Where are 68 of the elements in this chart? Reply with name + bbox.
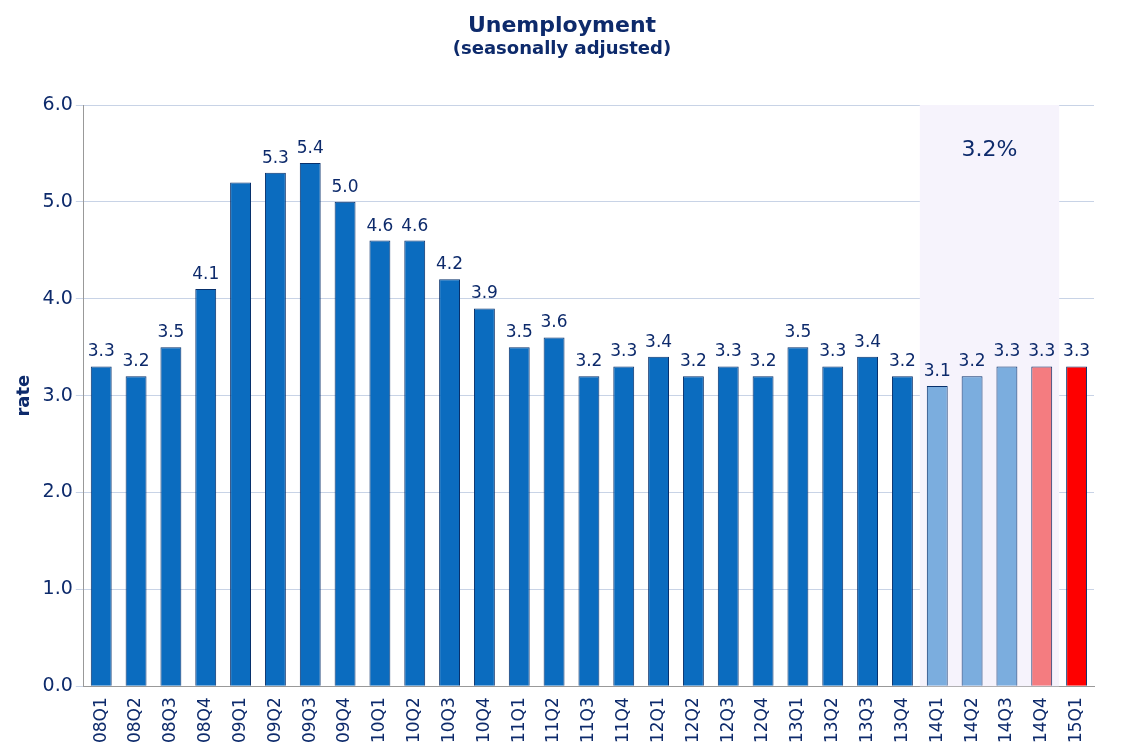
y-tick-label: 6.0 — [42, 91, 73, 114]
x-tick-label: 10Q3 — [437, 697, 458, 744]
x-tick-label: 12Q3 — [716, 697, 737, 744]
x-tick-label: 12Q2 — [681, 697, 702, 744]
data-label: 3.5 — [784, 321, 812, 342]
x-tick-label: 12Q1 — [647, 697, 667, 744]
data-label: 3.4 — [854, 330, 882, 351]
data-label: 4.1 — [192, 262, 220, 283]
y-axis-title: rate — [12, 374, 34, 417]
data-label: 3.2 — [679, 350, 707, 371]
data-label: 3.3 — [993, 340, 1021, 361]
x-tick-label: 09Q1 — [228, 697, 249, 744]
data-label: 3.9 — [470, 282, 498, 303]
data-label: 4.6 — [366, 214, 394, 235]
data-label: 5.0 — [331, 175, 359, 196]
data-label: 5.4 — [296, 137, 324, 158]
data-label: 3.4 — [645, 330, 673, 351]
x-tick-label: 11Q4 — [612, 697, 633, 744]
y-tick-label: 4.0 — [42, 285, 73, 308]
data-label: 3.3 — [87, 340, 115, 361]
data-label: 3.5 — [505, 321, 533, 342]
x-tick-label: 14Q4 — [1030, 697, 1051, 744]
x-tick-label: 11Q3 — [577, 697, 598, 744]
data-label: 3.3 — [1028, 340, 1056, 361]
x-tick-label: 11Q2 — [542, 697, 563, 744]
x-tick-label: 09Q4 — [333, 697, 354, 744]
data-label: 3.2 — [888, 350, 916, 371]
data-label: 3.2 — [122, 350, 150, 371]
data-label: 5.3 — [261, 146, 289, 167]
x-tick-label: 08Q4 — [194, 697, 215, 744]
data-label: 4.6 — [401, 214, 429, 235]
chart-title: Unemployment — [466, 12, 658, 37]
x-tick-label: 14Q2 — [960, 697, 981, 744]
data-label: 4.2 — [436, 253, 464, 274]
x-tick-label: 08Q3 — [159, 697, 180, 744]
data-label: 3.1 — [923, 359, 951, 380]
band-label: 3.2% — [961, 135, 1018, 161]
x-tick-label: 14Q1 — [925, 697, 946, 744]
data-label: 3.5 — [157, 321, 185, 342]
y-tick-label: 3.0 — [42, 382, 73, 405]
x-tick-label: 09Q3 — [298, 697, 319, 744]
x-tick-label: 14Q3 — [995, 697, 1016, 744]
x-tick-label: 11Q1 — [507, 697, 528, 744]
data-label: 3.3 — [610, 340, 638, 361]
x-tick-label: 10Q4 — [472, 697, 493, 744]
y-tick-label: 0.0 — [42, 673, 73, 696]
data-label: 3.3 — [1063, 340, 1091, 361]
y-tick-label: 2.0 — [42, 479, 73, 502]
x-tick-label: 10Q1 — [368, 697, 389, 744]
data-label: 3.3 — [819, 340, 847, 361]
x-tick-label: 15Q1 — [1065, 697, 1085, 744]
y-tick-label: 1.0 — [42, 576, 73, 599]
x-tick-label: 13Q2 — [821, 697, 842, 744]
x-tick-label: 13Q3 — [856, 697, 876, 744]
x-tick-label: 12Q4 — [751, 697, 772, 744]
x-tick-label: 13Q4 — [890, 697, 911, 744]
data-label: 3.3 — [714, 340, 742, 361]
y-tick-label: 5.0 — [42, 188, 73, 211]
data-label: 3.6 — [540, 311, 568, 332]
data-label: 3.2 — [958, 350, 986, 371]
data-label: 3.2 — [575, 350, 603, 371]
x-tick-label: 08Q1 — [89, 697, 110, 744]
x-tick-label: 09Q2 — [263, 697, 284, 744]
x-tick-label: 10Q2 — [403, 697, 424, 744]
data-label: 3.2 — [749, 350, 777, 371]
x-tick-label: 08Q2 — [124, 697, 145, 744]
chart-subtitle: (seasonally adjusted) — [451, 37, 673, 58]
x-tick-label: 13Q1 — [786, 697, 807, 744]
